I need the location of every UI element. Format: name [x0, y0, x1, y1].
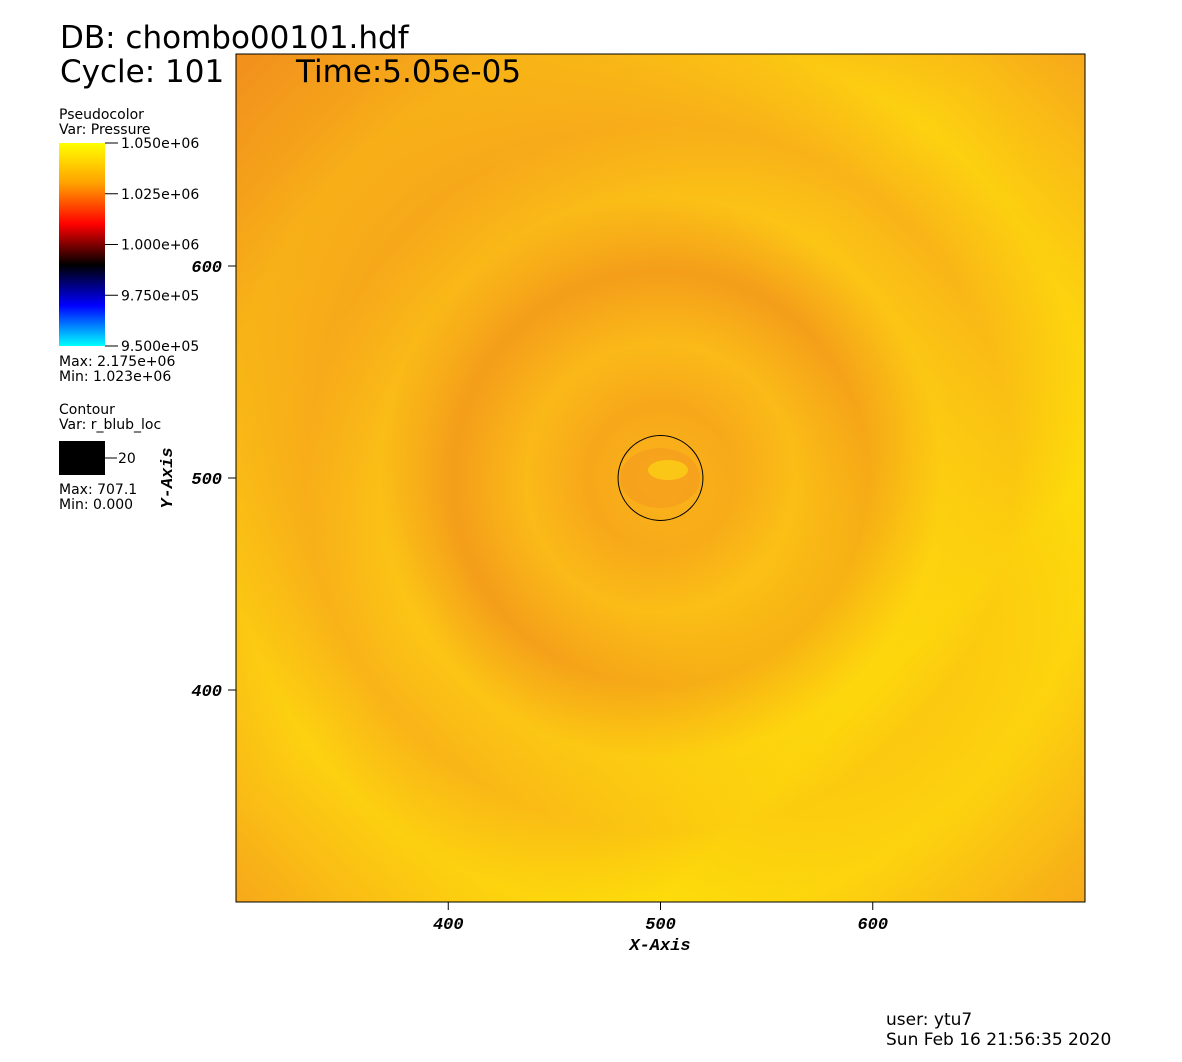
user-label: user: ytu7 [886, 1010, 972, 1030]
x-tick-label: 500 [645, 916, 676, 935]
colorbar-tick-label: 1.000e+06 [121, 238, 199, 254]
y-tick-label: 400 [191, 683, 222, 702]
contour-min: Min: 0.000 [59, 497, 133, 513]
x-tick-label: 600 [857, 916, 888, 935]
y-tick-label: 500 [191, 471, 222, 490]
time-label: Time:5.05e-05 [295, 54, 521, 90]
date-label: Sun Feb 16 21:56:35 2020 [886, 1030, 1111, 1050]
contour-level-label: 20 [118, 451, 136, 467]
colorbar-tick-label: 1.025e+06 [121, 187, 199, 203]
colorbar-tick-label: 1.050e+06 [121, 136, 199, 152]
y-tick-label: 600 [191, 259, 222, 278]
colorbar-tick-label: 9.500e+05 [121, 339, 199, 355]
legend-max: Max: 2.175e+06 [59, 354, 175, 370]
legend-min: Min: 1.023e+06 [59, 369, 171, 385]
contour-var: Var: r_blub_loc [59, 417, 161, 433]
x-axis-label: X-Axis [628, 937, 690, 956]
db-label: DB: chombo00101.hdf [60, 20, 410, 56]
contour-title: Contour [59, 402, 115, 418]
cycle-label: Cycle: 101 [60, 54, 224, 90]
contour-max: Max: 707.1 [59, 482, 137, 498]
pressure-field [236, 54, 1085, 902]
contour-swatch [59, 441, 105, 475]
legend-title: Pseudocolor [59, 107, 144, 123]
colorbar [59, 143, 105, 346]
x-tick-label: 400 [433, 916, 464, 935]
y-axis-label: Y-Axis [159, 447, 178, 508]
legend-var: Var: Pressure [59, 122, 151, 138]
colorbar-tick-label: 9.750e+05 [121, 288, 199, 304]
contour-line [617, 435, 704, 521]
